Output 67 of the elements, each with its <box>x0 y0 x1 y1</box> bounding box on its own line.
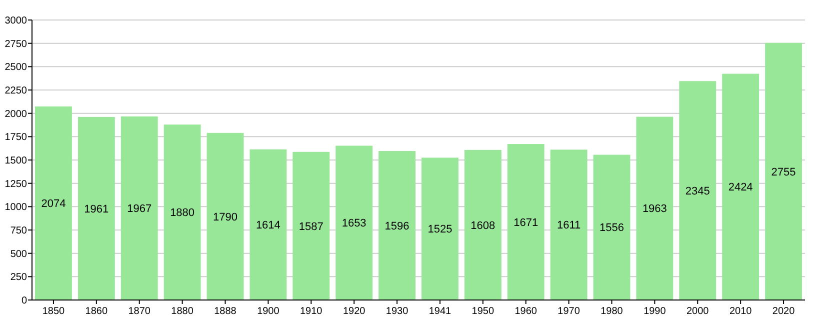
x-tick-label: 2020 <box>772 306 796 317</box>
bar <box>120 116 158 300</box>
data-label: 1525 <box>428 224 452 236</box>
x-tick-label: 2000 <box>686 306 710 317</box>
x-tick-label: 1900 <box>257 306 280 317</box>
data-label: 1653 <box>342 218 366 230</box>
bar <box>164 124 201 300</box>
y-tick-label: 2750 <box>4 38 28 50</box>
x-tick-label: 1880 <box>171 306 194 317</box>
x-tick-label: 2010 <box>729 306 752 317</box>
data-label: 1967 <box>127 203 152 216</box>
y-tick-label: 0 <box>21 296 28 306</box>
bar <box>250 149 287 300</box>
x-tick-label: 1960 <box>514 306 538 317</box>
bar <box>636 116 674 300</box>
x-tick-label: 1950 <box>472 306 494 317</box>
y-tick-label: 250 <box>10 272 28 284</box>
data-label: 2345 <box>685 185 710 198</box>
y-tick-label: 750 <box>10 226 28 236</box>
data-label: 1556 <box>600 222 624 234</box>
x-tick-label: 1990 <box>644 306 666 317</box>
data-label: 2755 <box>771 166 796 178</box>
bar <box>464 150 502 300</box>
data-label: 1963 <box>642 203 667 216</box>
bar <box>765 42 802 300</box>
data-label: 1587 <box>298 220 324 233</box>
data-label: 2074 <box>41 198 66 210</box>
x-tick-label: 1920 <box>342 306 366 317</box>
data-label: 1880 <box>170 207 195 220</box>
y-tick-label: 1000 <box>4 202 28 214</box>
x-tick-label: 1941 <box>428 306 452 317</box>
data-label: 1961 <box>84 203 109 216</box>
y-tick-label: 2500 <box>4 62 28 74</box>
x-tick-label: 1850 <box>42 306 66 317</box>
x-tick-label: 1860 <box>85 306 108 317</box>
y-tick-label: 1500 <box>4 156 28 166</box>
bar <box>422 158 458 300</box>
x-tick-label: 1980 <box>600 306 624 317</box>
bar <box>722 74 760 300</box>
x-tick-label: 1970 <box>558 306 580 317</box>
bar <box>507 144 544 300</box>
y-tick-label: 2250 <box>4 86 28 96</box>
bar <box>292 152 330 300</box>
bar <box>78 116 115 300</box>
data-label: 1608 <box>470 220 496 232</box>
x-tick-label: 1910 <box>300 306 323 317</box>
bar <box>336 146 373 300</box>
y-tick-label: 500 <box>10 248 28 260</box>
bar <box>679 81 716 300</box>
y-tick-label: 3000 <box>4 16 28 26</box>
bar <box>550 150 588 300</box>
x-tick-label: 1888 <box>214 306 237 317</box>
y-tick-label: 2000 <box>4 108 28 120</box>
y-tick-label: 1750 <box>4 132 28 144</box>
bar <box>206 132 244 300</box>
data-label: 1596 <box>384 220 410 232</box>
data-label: 1790 <box>213 211 238 224</box>
data-label: 1671 <box>514 216 538 229</box>
bar <box>593 154 630 300</box>
y-tick-label: 1250 <box>4 178 28 190</box>
data-label: 2424 <box>728 182 753 194</box>
bar <box>378 151 416 300</box>
x-tick-label: 1930 <box>386 306 409 317</box>
x-tick-label: 1870 <box>128 306 151 317</box>
data-label: 1611 <box>556 220 581 232</box>
data-label: 1614 <box>256 220 280 232</box>
bar <box>35 106 72 300</box>
